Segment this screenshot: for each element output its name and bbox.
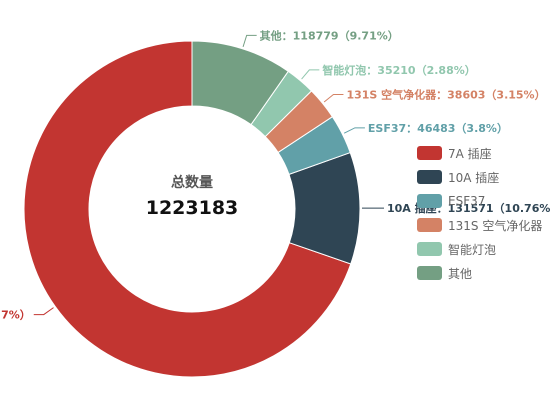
legend-label: ESF37 bbox=[448, 194, 486, 208]
leader-line-slice-3 bbox=[323, 93, 344, 103]
legend-swatch bbox=[417, 242, 442, 256]
data-label-slice-5: 其他：118779（9.71%） bbox=[260, 28, 399, 42]
legend-item[interactable]: 10A 插座 bbox=[417, 165, 542, 189]
legend-item[interactable]: 智能灯泡 bbox=[417, 237, 542, 261]
donut-slice-5[interactable] bbox=[191, 40, 289, 126]
legend-label: 131S 空气净化器 bbox=[448, 218, 543, 233]
chart-legend: 7A 插座 10A 插座 ESF37 131S 空气净化器 智能灯泡其他 bbox=[417, 141, 542, 285]
leader-line-slice-5 bbox=[242, 34, 257, 47]
legend-swatch bbox=[417, 266, 442, 280]
center-title: 总数量 bbox=[171, 175, 213, 191]
legend-label: 智能灯泡 bbox=[448, 242, 497, 257]
data-label-slice-2: ESF37：46483（3.8%） bbox=[368, 122, 508, 135]
legend-item[interactable]: 131S 空气净化器 bbox=[417, 213, 542, 237]
data-label-slice-0: 69.7%） bbox=[0, 309, 31, 322]
donut-slice-0[interactable] bbox=[23, 40, 352, 378]
legend-swatch bbox=[417, 146, 442, 160]
leader-line-slice-2 bbox=[343, 127, 365, 134]
legend-item[interactable]: ESF37 bbox=[417, 189, 542, 213]
legend-swatch bbox=[417, 194, 442, 208]
legend-label: 7A 插座 bbox=[448, 146, 492, 161]
leader-line-slice-4 bbox=[301, 69, 320, 80]
legend-swatch bbox=[417, 218, 442, 232]
legend-item[interactable]: 7A 插座 bbox=[417, 141, 542, 165]
legend-item[interactable]: 其他 bbox=[417, 261, 542, 285]
leader-line-slice-0 bbox=[33, 307, 54, 316]
legend-swatch bbox=[417, 170, 442, 184]
data-label-slice-4: 智能灯泡：35210（2.88%） bbox=[322, 63, 475, 77]
center-total: 1223183 bbox=[145, 197, 239, 219]
legend-label: 10A 插座 bbox=[448, 170, 500, 185]
data-label-slice-3: 131S 空气净化器：38603（3.15%） bbox=[346, 87, 545, 101]
legend-label: 其他 bbox=[448, 266, 473, 281]
